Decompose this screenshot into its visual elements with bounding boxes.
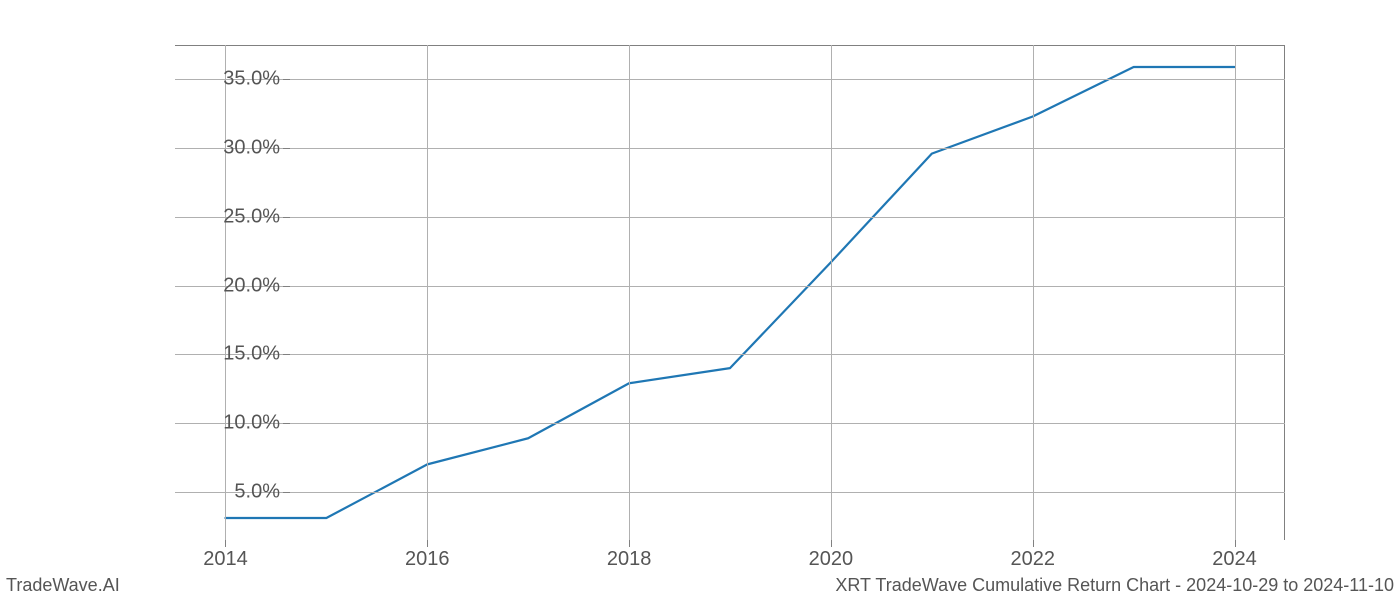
- footer-caption: XRT TradeWave Cumulative Return Chart - …: [835, 575, 1394, 596]
- x-tick-mark: [831, 540, 832, 547]
- grid-line-vertical: [1033, 45, 1034, 540]
- y-tick-label: 35.0%: [223, 68, 280, 91]
- x-tick-mark: [629, 540, 630, 547]
- grid-line-horizontal: [175, 217, 1285, 218]
- line-series: [175, 45, 1285, 540]
- y-tick-mark: [283, 354, 290, 355]
- grid-line-horizontal: [175, 79, 1285, 80]
- y-tick-mark: [283, 217, 290, 218]
- y-tick-mark: [283, 492, 290, 493]
- x-tick-label: 2024: [1212, 548, 1257, 571]
- x-tick-label: 2018: [607, 548, 652, 571]
- grid-line-vertical: [1235, 45, 1236, 540]
- grid-line-vertical: [427, 45, 428, 540]
- y-tick-label: 5.0%: [234, 480, 280, 503]
- y-tick-label: 10.0%: [223, 412, 280, 435]
- grid-line-horizontal: [175, 492, 1285, 493]
- y-tick-mark: [283, 423, 290, 424]
- x-tick-label: 2022: [1010, 548, 1055, 571]
- y-tick-label: 25.0%: [223, 205, 280, 228]
- footer-brand: TradeWave.AI: [6, 575, 120, 596]
- y-tick-label: 20.0%: [223, 274, 280, 297]
- y-tick-label: 15.0%: [223, 343, 280, 366]
- grid-line-horizontal: [175, 148, 1285, 149]
- y-tick-mark: [283, 148, 290, 149]
- chart-plot-area: [175, 45, 1285, 540]
- x-tick-mark: [1235, 540, 1236, 547]
- grid-line-horizontal: [175, 286, 1285, 287]
- x-tick-mark: [427, 540, 428, 547]
- grid-line-vertical: [629, 45, 630, 540]
- x-tick-label: 2020: [809, 548, 854, 571]
- grid-line-horizontal: [175, 354, 1285, 355]
- y-tick-label: 30.0%: [223, 137, 280, 160]
- y-tick-mark: [283, 286, 290, 287]
- y-tick-mark: [283, 79, 290, 80]
- grid-line-vertical: [831, 45, 832, 540]
- x-tick-mark: [1033, 540, 1034, 547]
- x-tick-label: 2016: [405, 548, 450, 571]
- x-tick-label: 2014: [203, 548, 248, 571]
- grid-line-horizontal: [175, 423, 1285, 424]
- x-tick-mark: [225, 540, 226, 547]
